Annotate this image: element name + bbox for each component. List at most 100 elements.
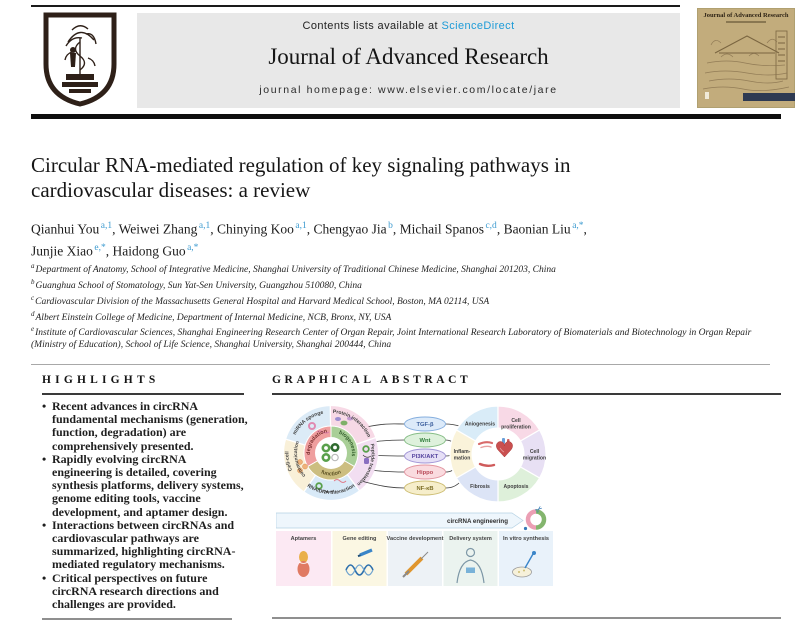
affiliation: cCardiovascular Division of the Massachu… bbox=[31, 293, 770, 309]
circrna-scissors-icon: ✂ bbox=[523, 503, 547, 531]
author-affiliation-sup[interactable]: a,1 bbox=[198, 221, 211, 231]
highlights-heading-rule bbox=[42, 393, 244, 395]
affiliation-sup: d bbox=[31, 309, 35, 318]
circrna-circles-icon bbox=[321, 442, 340, 462]
author-name: Chengyao Jia bbox=[313, 221, 387, 237]
author-affiliation-sup[interactable]: e,* bbox=[94, 242, 106, 253]
journal-homepage-link[interactable]: journal homepage: www.elsevier.com/locat… bbox=[259, 84, 558, 96]
pathway-hippo: Hippo bbox=[404, 464, 446, 480]
author-list: Qianhui You a,1, Weiwei Zhang a,1, Chinyin… bbox=[31, 217, 756, 260]
article-title-line1: Circular RNA-mediated regulation of key … bbox=[31, 153, 571, 177]
pathway-hippo-label: Hippo bbox=[417, 470, 434, 476]
mirna-sponge-icon bbox=[308, 422, 330, 434]
banner-label: circRNA engineering bbox=[447, 518, 508, 525]
header-bottom-rule bbox=[31, 114, 781, 119]
panel-synthesis-label: In vitro synthesis bbox=[503, 536, 549, 542]
graphical-abstract-heading: GRAPHICAL ABSTRACT bbox=[272, 374, 472, 386]
label-fibrosis: Fibrosis bbox=[470, 484, 490, 490]
label-inflammation-1: Inflam- bbox=[454, 449, 471, 455]
label-inflammation-2: mation bbox=[454, 456, 471, 462]
author-name: Baonian Liu bbox=[503, 221, 571, 237]
affiliation-text: Department of Anatomy, School of Integra… bbox=[35, 265, 556, 276]
sciencedirect-link[interactable]: ScienceDirect bbox=[441, 20, 515, 32]
author-separator: , bbox=[496, 221, 504, 237]
pathway-nfkb: NF-κB bbox=[404, 480, 446, 496]
label-apoptosis: Apoptosis bbox=[504, 484, 529, 490]
contents-line: Contents lists available at ScienceDirec… bbox=[137, 20, 680, 32]
author-name: Haidong Guo bbox=[112, 243, 186, 258]
pathway-tgfb-label: TGF-β bbox=[416, 422, 434, 428]
in-vitro-synthesis-icon bbox=[512, 551, 536, 578]
highlight-item: Rapidly evolving circRNA engineering is … bbox=[42, 452, 248, 519]
author-name: Weiwei Zhang bbox=[118, 221, 198, 237]
article-title: Circular RNA-mediated regulation of key … bbox=[31, 153, 746, 203]
journal-header-box: Contents lists available at ScienceDirec… bbox=[137, 13, 680, 108]
protein-interaction-icon bbox=[335, 416, 353, 426]
syringe-icon bbox=[402, 551, 429, 578]
graphical-abstract-bottom-rule bbox=[272, 617, 781, 619]
author-separator: , bbox=[105, 243, 113, 258]
panel-gene-editing-label: Gene editing bbox=[343, 536, 377, 542]
article-title-line2: cardiovascular diseases: a review bbox=[31, 178, 311, 202]
gene-editing-icon bbox=[345, 548, 374, 576]
rna-dna-interaction-icon bbox=[315, 479, 347, 493]
heart-icon bbox=[496, 438, 513, 458]
highlight-item: Interactions between circRNAs and cardio… bbox=[42, 518, 248, 572]
journal-cover-thumbnail[interactable]: Journal of Advanced Research bbox=[697, 8, 795, 108]
cell-cell-communication-icon bbox=[297, 459, 308, 474]
author-name: Michail Spanos bbox=[399, 221, 484, 237]
top-rule bbox=[31, 5, 680, 7]
author-separator: , bbox=[306, 221, 314, 237]
panel-delivery-system bbox=[443, 531, 498, 586]
affiliation-list: aDepartment of Anatomy, School of Integr… bbox=[31, 261, 770, 352]
author-separator: , bbox=[210, 221, 217, 237]
section-divider-rule bbox=[31, 364, 770, 365]
label-function: function bbox=[320, 469, 342, 477]
cover-sketch bbox=[702, 30, 795, 101]
contents-prefix: Contents lists available at bbox=[302, 20, 442, 32]
muscle-fiber-icon bbox=[477, 441, 496, 467]
author-separator: , bbox=[112, 221, 119, 237]
author-separator: , bbox=[583, 221, 587, 237]
affiliation-sup: a bbox=[31, 262, 35, 270]
circrna-function-wheel: miRNA sponge Protein interaction Peptide… bbox=[282, 404, 380, 502]
affiliation: dAlbert Einstein College of Medicine, De… bbox=[31, 309, 770, 325]
engineering-panels: Aptamers Gene editing Vaccine developmen… bbox=[276, 531, 553, 586]
signaling-pathway-nodes: TGF-β Wnt PI3K/AKT Hippo NF-κB bbox=[404, 416, 446, 496]
label-cell-migration-1: Cell bbox=[530, 449, 540, 455]
label-cell-migration-2: migration bbox=[523, 456, 546, 462]
cardiovascular-effects-wheel: Aniogenesis Cell proliferation Cell migr… bbox=[449, 405, 547, 503]
aptamer-icon bbox=[297, 551, 310, 577]
right-wheel-hub bbox=[471, 427, 525, 481]
author-affiliation-sup[interactable]: c,d bbox=[485, 221, 497, 231]
author-affiliation-sup[interactable]: b bbox=[388, 221, 393, 231]
cover-title: Journal of Advanced Research bbox=[703, 12, 789, 19]
author-affiliation-sup[interactable]: a,1 bbox=[100, 221, 113, 231]
affiliation-sup: b bbox=[31, 277, 35, 286]
svg-text:Cell-cell: Cell-cell bbox=[284, 451, 294, 472]
panel-aptamers-label: Aptamers bbox=[291, 536, 317, 542]
affiliation-text: Albert Einstein College of Medicine, Dep… bbox=[35, 312, 392, 323]
pathway-pi3k-akt: PI3K/AKT bbox=[404, 448, 446, 464]
panel-vaccine-development bbox=[388, 531, 442, 586]
affiliation-text: Cardiovascular Division of the Massachus… bbox=[35, 296, 490, 307]
label-angiogenesis: Aniogenesis bbox=[465, 422, 495, 428]
author-affiliation-sup[interactable]: a,1 bbox=[295, 221, 307, 231]
graphical-abstract-heading-rule bbox=[272, 393, 781, 395]
cover-subtitle-line bbox=[726, 21, 766, 23]
label-cell-proliferation-2: proliferation bbox=[501, 425, 531, 431]
author-affiliation-sup[interactable]: a,* bbox=[572, 221, 584, 231]
panel-delivery-label: Delivery system bbox=[449, 536, 492, 542]
author-name: Qianhui You bbox=[31, 221, 100, 237]
affiliation: bGuanghua School of Stomatology, Sun Yat… bbox=[31, 277, 770, 293]
author-affiliation-sup[interactable]: a,* bbox=[187, 242, 199, 253]
label-cell-cell: Cell-cell bbox=[284, 451, 294, 472]
delivery-system-icon bbox=[456, 547, 485, 584]
svg-text:function: function bbox=[320, 469, 342, 477]
affiliation: aDepartment of Anatomy, School of Integr… bbox=[31, 261, 770, 277]
affiliation-text: Institute of Cardiovascular Sciences, Sh… bbox=[31, 328, 752, 351]
wheel-hub bbox=[315, 437, 347, 469]
affiliation-sup: c bbox=[31, 293, 35, 302]
journal-title: Journal of Advanced Research bbox=[268, 44, 549, 69]
